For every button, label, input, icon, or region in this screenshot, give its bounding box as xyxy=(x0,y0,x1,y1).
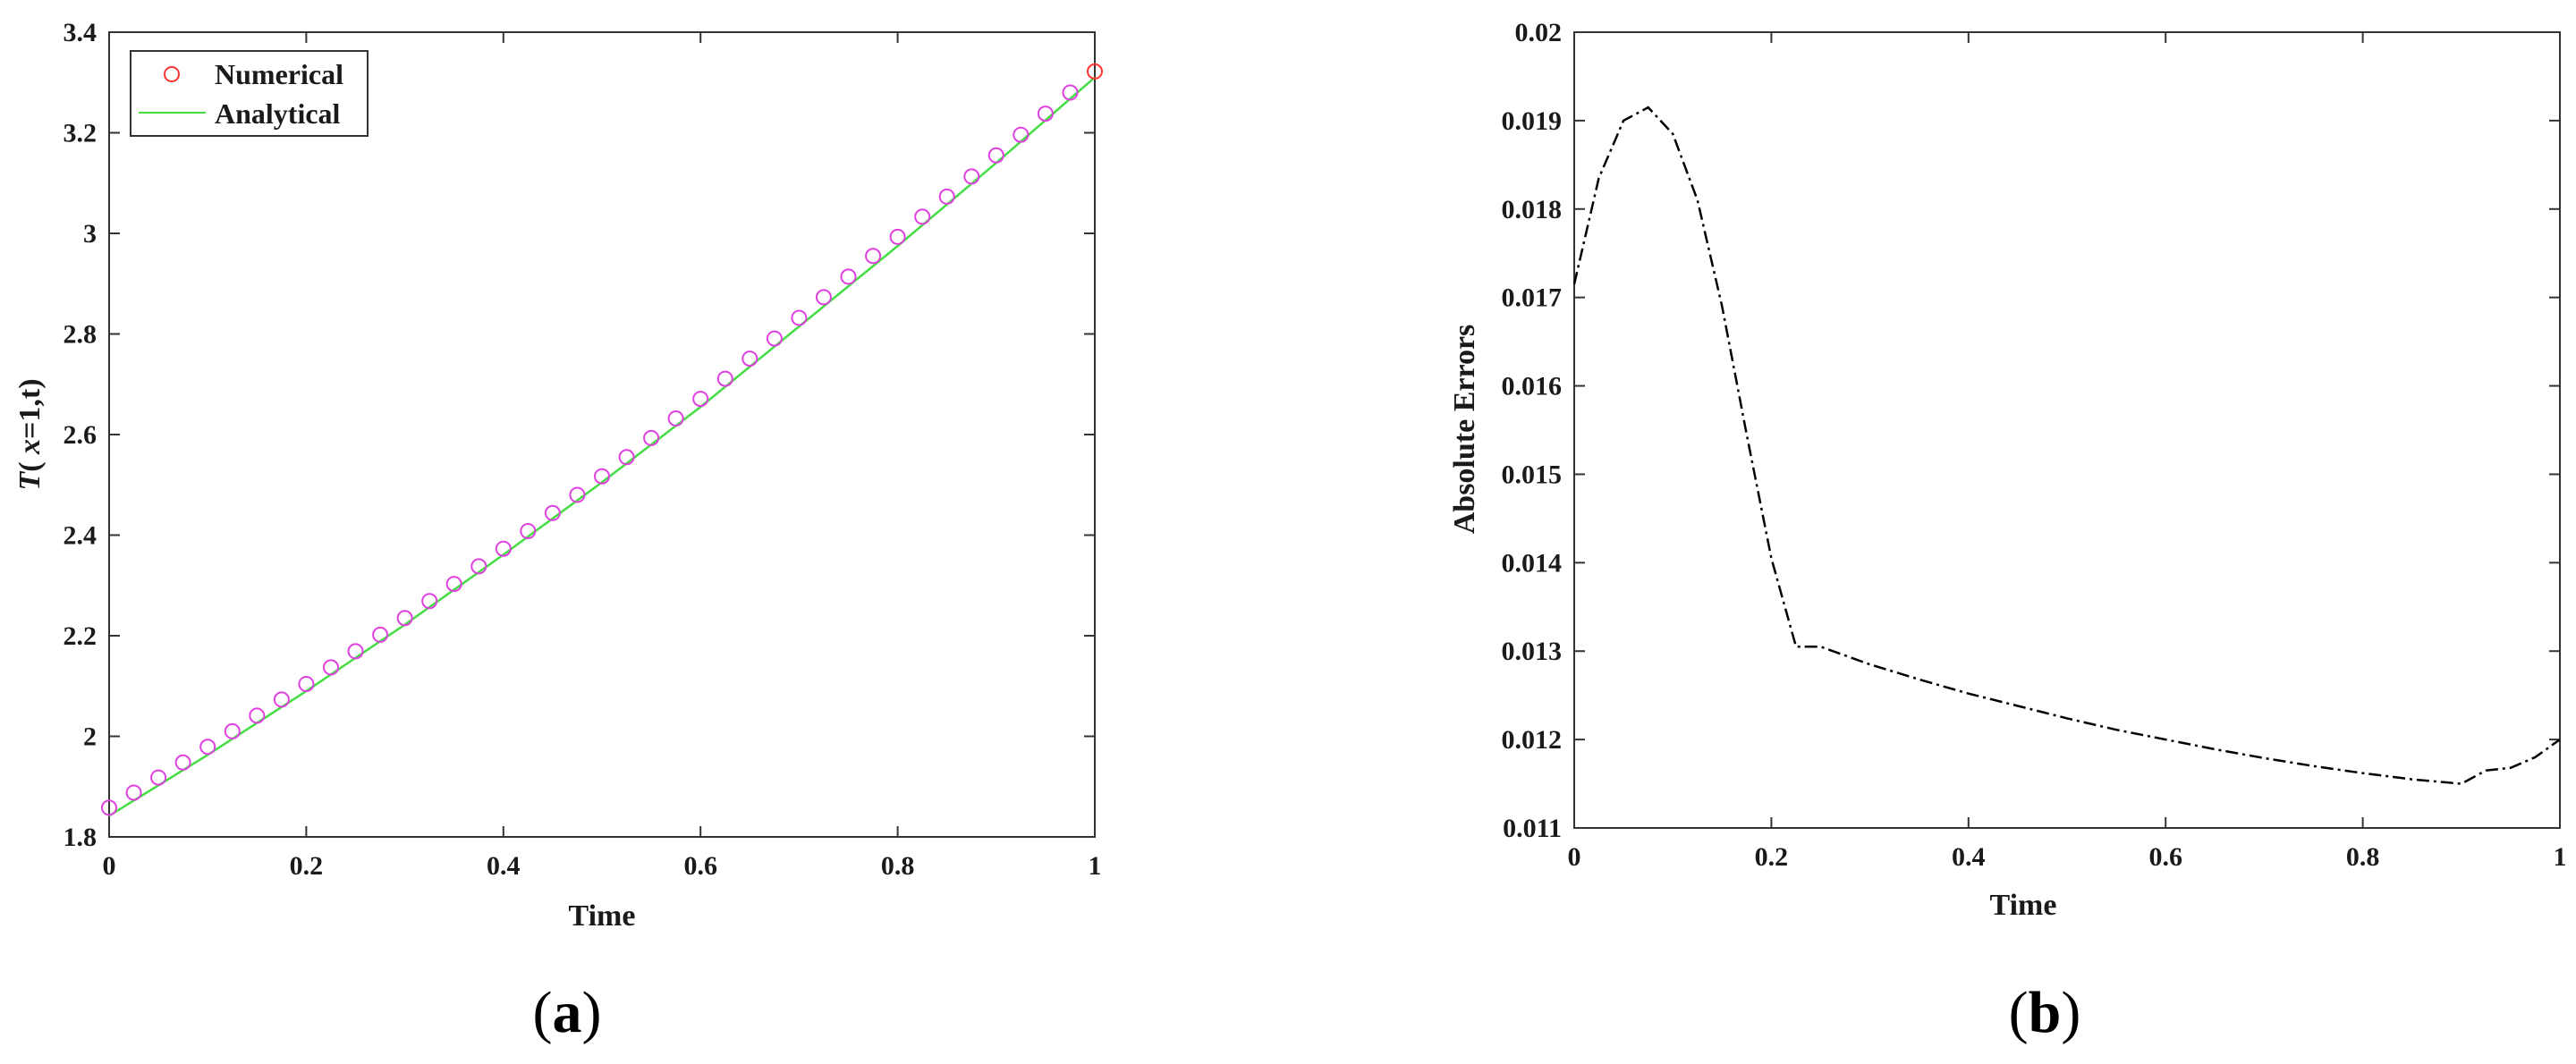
chart-a-xtick-label: 0.8 xyxy=(881,851,915,881)
numerical-point xyxy=(569,486,586,503)
numerical-point xyxy=(963,168,980,185)
chart-a-xtick-label: 0.4 xyxy=(487,851,521,881)
numerical-point xyxy=(199,739,216,756)
numerical-point xyxy=(224,722,241,739)
chart-b-xtick-label: 0.2 xyxy=(1755,842,1789,872)
numerical-point xyxy=(1062,84,1079,101)
chart-b-ytick-label: 0.02 xyxy=(1515,18,1563,47)
panel-label-a: (a) xyxy=(533,980,602,1045)
numerical-point xyxy=(815,289,832,306)
chart-a-ytick-label: 1.8 xyxy=(64,823,97,852)
chart-b-ytick-label: 0.014 xyxy=(1502,548,1563,578)
panel-label-b: (b) xyxy=(2009,980,2081,1045)
chart-a-xtick-label: 1 xyxy=(1089,851,1102,881)
numerical-point xyxy=(174,754,191,771)
chart-a-legend: Numerical Analytical xyxy=(130,50,369,137)
numerical-point xyxy=(1013,126,1030,143)
chart-b-ytick-label: 0.015 xyxy=(1502,460,1563,489)
analytical-line xyxy=(108,76,1096,817)
chart-b-ytick-label: 0.017 xyxy=(1502,283,1563,313)
numerical-point xyxy=(865,248,882,265)
chart-a-ytick-label: 2.2 xyxy=(64,621,97,651)
numerical-point xyxy=(667,410,684,426)
numerical-point xyxy=(298,676,315,692)
chart-a-numerical-series xyxy=(101,63,1103,816)
numerical-point xyxy=(741,350,758,367)
chart-a-xlabel: Time xyxy=(569,899,636,933)
numerical-point xyxy=(716,370,733,387)
numerical-point xyxy=(150,769,167,786)
numerical-point xyxy=(692,391,709,408)
chart-b-ylabel: Absolute Errors xyxy=(1448,325,1481,535)
numerical-point xyxy=(273,691,290,708)
chart-b-xtick-label: 0.6 xyxy=(2148,842,2182,872)
chart-a-ytick-label: 2.6 xyxy=(64,420,97,450)
numerical-point xyxy=(791,309,808,326)
numerical-point xyxy=(421,593,438,610)
numerical-point xyxy=(544,504,561,521)
numerical-point xyxy=(889,228,906,245)
chart-a-analytical-series xyxy=(108,76,1096,817)
chart-b-xtick-label: 1 xyxy=(2554,842,2567,872)
numerical-point xyxy=(938,188,955,205)
numerical-point xyxy=(101,799,117,816)
chart-a-ytick-label: 2 xyxy=(83,722,97,752)
numerical-point xyxy=(520,523,537,539)
numerical-point xyxy=(594,468,610,485)
chart-b-ticks: 0 0.2 0.4 0.6 0.8 1 0.011 0.012 0.013 0.014 0.015 0… xyxy=(1502,18,2567,872)
chart-a-ytick-label: 3 xyxy=(83,219,97,249)
legend-analytical-label: Analytical xyxy=(215,97,341,130)
chart-b-ytick-label: 0.016 xyxy=(1502,372,1563,401)
numerical-point xyxy=(249,707,266,724)
legend-box xyxy=(130,50,369,137)
numerical-point xyxy=(495,540,512,557)
chart-a-ticks: 0 0.2 0.4 0.6 0.8 1 1.8 2 2.2 2.4 2.6 2.8 3 3.2 3.4 xyxy=(64,18,1102,881)
chart-a: 0 0.2 0.4 0.6 0.8 1 1.8 2 2.2 2.4 2.6 2.8 3 3.2 3.4 Ti… xyxy=(13,18,1103,1045)
chart-b-xlabel: Time xyxy=(1990,889,2057,922)
numerical-point xyxy=(1037,106,1054,122)
numerical-point xyxy=(323,659,339,676)
legend-numerical-label: Numerical xyxy=(215,58,343,90)
chart-a-ytick-label: 2.4 xyxy=(64,521,97,551)
chart-a-ytick-label: 2.8 xyxy=(64,320,97,350)
numerical-point xyxy=(396,610,413,627)
numerical-point xyxy=(618,449,635,466)
chart-b-ytick-label: 0.019 xyxy=(1502,106,1563,136)
numerical-point xyxy=(643,429,660,446)
chart-b-xtick-label: 0.8 xyxy=(2346,842,2380,872)
chart-b-plot-area xyxy=(1573,31,2561,829)
chart-a-xtick-label: 0 xyxy=(103,851,116,881)
chart-b-ytick-label: 0.013 xyxy=(1502,637,1563,666)
numerical-point xyxy=(1087,63,1103,80)
absolute-error-line xyxy=(1572,106,2561,785)
numerical-point xyxy=(125,784,142,801)
chart-b-ytick-label: 0.012 xyxy=(1502,725,1563,755)
chart-b: 0 0.2 0.4 0.6 0.8 1 0.011 0.012 0.013 0.014 0.015 0… xyxy=(1448,18,2567,1045)
chart-a-plot-area xyxy=(108,31,1096,838)
numerical-point xyxy=(766,330,783,347)
numerical-point xyxy=(987,147,1004,164)
chart-a-ytick-label: 3.2 xyxy=(64,119,97,148)
numerical-point xyxy=(372,626,389,643)
chart-b-ytick-label: 0.018 xyxy=(1502,195,1563,224)
chart-a-ylabel: T( x=1,t) xyxy=(13,378,47,490)
chart-b-error-series xyxy=(1572,106,2561,785)
chart-a-xtick-label: 0.2 xyxy=(290,851,324,881)
chart-b-ytick-label: 0.011 xyxy=(1503,814,1562,843)
numerical-point xyxy=(914,208,931,225)
numerical-point xyxy=(445,576,462,593)
chart-a-xtick-label: 0.6 xyxy=(683,851,717,881)
chart-b-xtick-label: 0 xyxy=(1568,842,1581,872)
legend-numerical-marker xyxy=(164,66,180,82)
chart-a-ytick-label: 3.4 xyxy=(64,18,97,47)
numerical-point xyxy=(840,268,857,285)
chart-b-xtick-label: 0.4 xyxy=(1952,842,1986,872)
numerical-point xyxy=(470,558,487,575)
numerical-point xyxy=(347,643,364,660)
